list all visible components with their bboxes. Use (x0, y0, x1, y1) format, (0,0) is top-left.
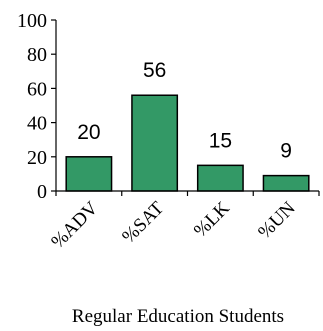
x-category-label: %ADV (47, 197, 102, 252)
y-tick-label: 0 (37, 181, 47, 203)
bar-pct-lk (196, 164, 244, 192)
bar-pct-un (262, 174, 310, 192)
y-tick-label: 20 (27, 147, 47, 169)
data-label: 15 (209, 129, 232, 152)
y-tick-label: 80 (27, 44, 47, 66)
y-tick-label: 60 (27, 78, 47, 100)
y-axis: 0 20 40 60 80 100 (17, 10, 57, 203)
x-category-label: %LK (190, 197, 234, 241)
x-category-label: %UN (254, 197, 300, 243)
x-axis-title: Regular Education Students (72, 306, 284, 327)
data-label: 56 (143, 59, 166, 82)
x-axis: %ADV %SAT %LK %UN (47, 190, 320, 253)
bars: 20 56 15 9 (65, 59, 310, 192)
bar-pct-adv (65, 156, 113, 192)
bar-pct-sat (131, 94, 179, 192)
x-category-label: %SAT (118, 197, 168, 247)
y-tick-label: 40 (27, 113, 47, 135)
data-label: 9 (280, 140, 292, 163)
y-tick-label: 100 (17, 10, 47, 32)
data-label: 20 (77, 121, 100, 144)
